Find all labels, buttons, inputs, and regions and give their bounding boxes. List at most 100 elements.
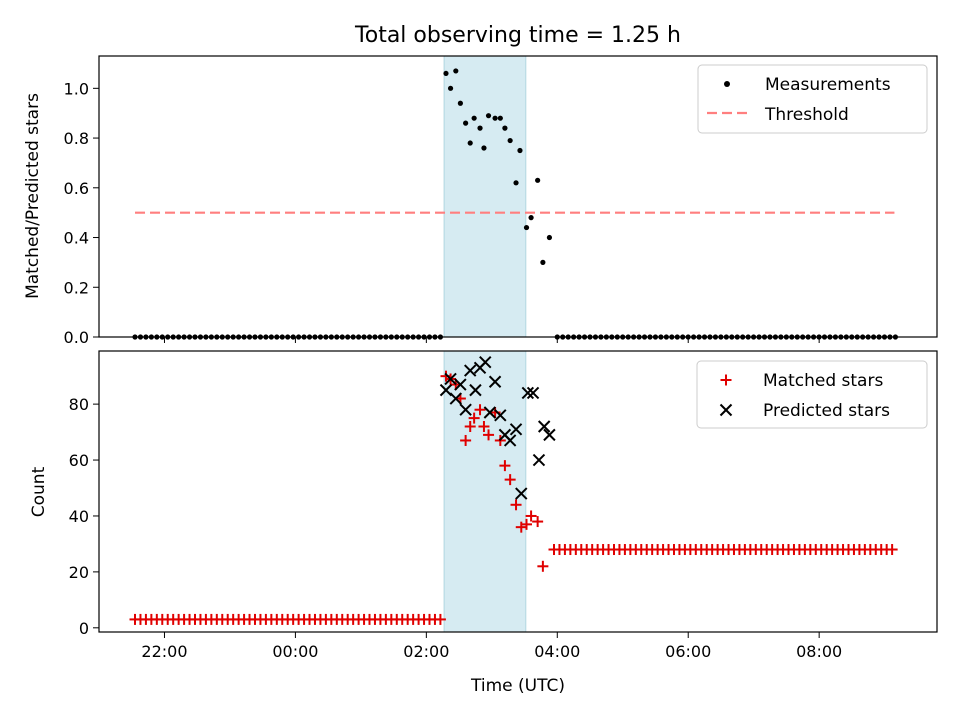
y-tick-label: 0.4 xyxy=(64,229,89,248)
measurement-point xyxy=(443,70,449,77)
bottom-y-axis: 0 20 40 60 80 xyxy=(69,395,99,638)
y-tick-label: 0.6 xyxy=(64,179,89,198)
measurement-point xyxy=(485,113,492,119)
measurement-point xyxy=(481,145,487,151)
matched-point xyxy=(478,420,490,432)
bottom-y-label: Count xyxy=(29,466,49,517)
y-tick-label: 0 xyxy=(79,619,89,638)
y-tick-label: 80 xyxy=(69,395,89,414)
legend-measurements-label: Measurements xyxy=(765,75,891,95)
y-tick-label: 0.0 xyxy=(64,328,89,347)
measurement-point xyxy=(463,120,469,126)
chart-title: Total observing time = 1.25 h xyxy=(354,23,681,48)
measurement-point xyxy=(453,68,459,74)
measurement-point xyxy=(535,177,541,183)
matched-point xyxy=(434,613,446,625)
matched-point xyxy=(474,404,486,416)
measurement-point xyxy=(447,85,454,91)
legend-plus xyxy=(720,374,732,386)
predicted-point xyxy=(464,364,477,377)
predicted-point xyxy=(483,406,497,419)
measurement-point xyxy=(467,140,473,146)
legend-predicted-marker xyxy=(719,403,733,417)
matched-point xyxy=(521,518,533,530)
measurement-point xyxy=(457,100,463,106)
top-legend: Measurements Threshold xyxy=(697,64,928,134)
predicted-point xyxy=(454,378,467,391)
top-axes-frame xyxy=(98,55,938,338)
predicted-point xyxy=(494,409,507,422)
matched-point xyxy=(504,474,516,486)
y-tick-label: 40 xyxy=(69,507,89,526)
top-highlight-span xyxy=(443,55,527,338)
legend-matched-marker xyxy=(720,374,732,386)
predicted-point xyxy=(488,375,502,388)
measurement-point xyxy=(513,180,519,186)
predicted-point xyxy=(444,372,457,386)
bottom-panel: 0 20 40 60 80 22:00 00:00 02:00 04:00 06:00 08:00… xyxy=(29,350,938,696)
y-tick-label: 0.8 xyxy=(64,129,89,148)
x-tick-label: 06:00 xyxy=(665,642,711,661)
predicted-point xyxy=(537,420,551,433)
bottom-legend-box xyxy=(696,360,928,429)
matched-point xyxy=(537,560,549,572)
matched-stars-series xyxy=(129,370,898,625)
matched-point xyxy=(483,429,495,441)
matched-point xyxy=(886,544,898,556)
y-tick-label: 1.0 xyxy=(64,79,89,98)
measurement-point xyxy=(477,125,483,131)
predicted-point xyxy=(459,403,472,416)
legend-threshold-label: Threshold xyxy=(764,105,849,125)
top-y-axis: 0.0 0.2 0.4 0.6 0.8 1.0 xyxy=(64,79,99,347)
predicted-point xyxy=(543,428,556,442)
predicted-point xyxy=(439,383,453,397)
matched-point xyxy=(468,412,480,424)
measurement-point xyxy=(528,215,534,221)
legend-measurements-marker xyxy=(724,81,730,87)
top-panel: 0.0 0.2 0.4 0.6 0.8 1.0 Matched/Predicted sta… xyxy=(23,55,938,347)
bottom-x-axis: 22:00 00:00 02:00 04:00 06:00 08:00 xyxy=(141,632,842,661)
x-tick-label: 08:00 xyxy=(796,642,842,661)
measurement-point xyxy=(507,137,513,144)
legend-predicted-label: Predicted stars xyxy=(763,401,890,421)
measurement-point xyxy=(497,115,503,121)
measurement-point xyxy=(471,115,477,121)
y-tick-label: 20 xyxy=(69,563,89,582)
predicted-point xyxy=(526,386,540,400)
measurement-point xyxy=(502,125,508,131)
bottom-axes-frame xyxy=(98,350,938,633)
predicted-point xyxy=(449,392,463,405)
predicted-point xyxy=(515,487,528,500)
x-tick-label: 04:00 xyxy=(534,642,580,661)
bottom-legend: Matched stars Predicted stars xyxy=(696,360,928,429)
measurement-point xyxy=(523,224,530,231)
matched-point xyxy=(525,510,537,522)
x-axis-label: Time (UTC) xyxy=(470,676,565,696)
predicted-point xyxy=(521,386,535,400)
predicted-point xyxy=(532,453,546,467)
matched-point xyxy=(460,434,472,446)
top-x-ticks xyxy=(163,337,820,343)
matched-point xyxy=(499,460,511,472)
matched-point xyxy=(464,420,476,432)
x-tick-label: 00:00 xyxy=(272,642,318,661)
matched-point xyxy=(510,499,522,511)
legend-matched-label: Matched stars xyxy=(763,371,883,391)
top-y-label: Matched/Predicted stars xyxy=(23,93,43,299)
y-tick-label: 60 xyxy=(69,451,89,470)
bottom-highlight-span xyxy=(443,350,527,633)
measurement-point xyxy=(517,147,523,154)
predicted-stars-series xyxy=(439,355,556,500)
matched-point xyxy=(532,516,544,528)
legend-cross xyxy=(719,403,733,417)
predicted-point xyxy=(479,355,492,369)
measurement-point xyxy=(540,259,546,265)
predicted-point xyxy=(503,434,517,447)
predicted-point xyxy=(469,383,482,397)
top-legend-box xyxy=(697,64,928,134)
measurement-point xyxy=(546,234,553,241)
y-tick-label: 0.2 xyxy=(64,278,89,297)
predicted-point xyxy=(509,423,523,436)
x-tick-label: 02:00 xyxy=(403,642,449,661)
